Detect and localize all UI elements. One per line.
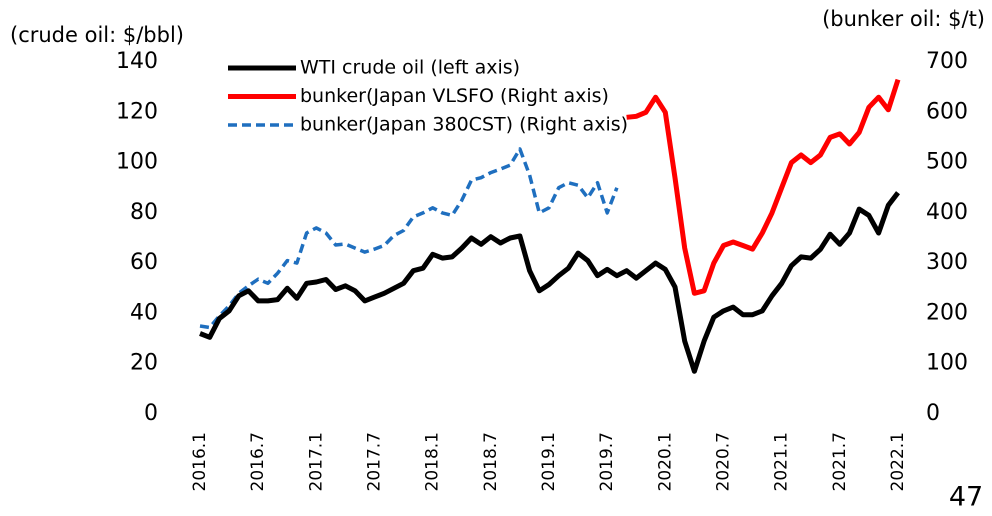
x-tick-label: 2016.7 — [248, 432, 268, 491]
y2-tick-label: 500 — [926, 150, 968, 175]
x-tick-label: 2021.1 — [772, 432, 792, 491]
x-tick-label: 2020.1 — [655, 432, 675, 491]
x-tick-label: 2018.7 — [481, 432, 501, 491]
legend-label: WTI crude oil (left axis) — [300, 57, 520, 79]
data-line — [199, 147, 619, 330]
x-tick-label: 2020.7 — [714, 432, 734, 491]
y2-tick-label: 200 — [926, 300, 968, 325]
y2-tick-label: 700 — [926, 49, 968, 74]
legend-label: bunker(Japan 380CST) (Right axis) — [300, 114, 628, 136]
x-tick-label: 2018.1 — [423, 432, 443, 491]
x-tick-label: 2019.1 — [539, 432, 559, 491]
y2-tick-label: 100 — [926, 351, 968, 376]
x-tick-label: 2019.7 — [597, 432, 617, 491]
page-number: 47 — [949, 482, 983, 513]
y-tick-label: 120 — [116, 99, 158, 124]
y-tick-label: 140 — [116, 49, 158, 74]
y2-tick-label: 300 — [926, 250, 968, 275]
x-tick-label: 2016.1 — [190, 432, 210, 491]
y-tick-label: 100 — [116, 150, 158, 175]
x-tick-label: 2017.1 — [306, 432, 326, 491]
y-tick-label: 60 — [130, 250, 158, 275]
y2-tick-label: 600 — [926, 99, 968, 124]
data-line — [626, 78, 901, 296]
y2-tick-label: 400 — [926, 200, 968, 225]
y2-tick-label: 0 — [926, 401, 940, 426]
x-tick-label: 2017.7 — [365, 432, 385, 491]
y-tick-label: 40 — [130, 300, 158, 325]
y-tick-label: 0 — [144, 401, 158, 426]
legend-label: bunker(Japan VLSFO (Right axis) — [300, 85, 609, 107]
x-tick-label: 2022.1 — [888, 432, 908, 491]
y-axis-label: (crude oil: $/bbl) — [10, 23, 184, 47]
y-tick-label: 80 — [130, 200, 158, 225]
y-tick-label: 20 — [130, 351, 158, 376]
data-line — [199, 191, 900, 374]
y2-axis-label: (bunker oil: $/t) — [822, 7, 985, 31]
x-tick-label: 2021.7 — [830, 432, 850, 491]
